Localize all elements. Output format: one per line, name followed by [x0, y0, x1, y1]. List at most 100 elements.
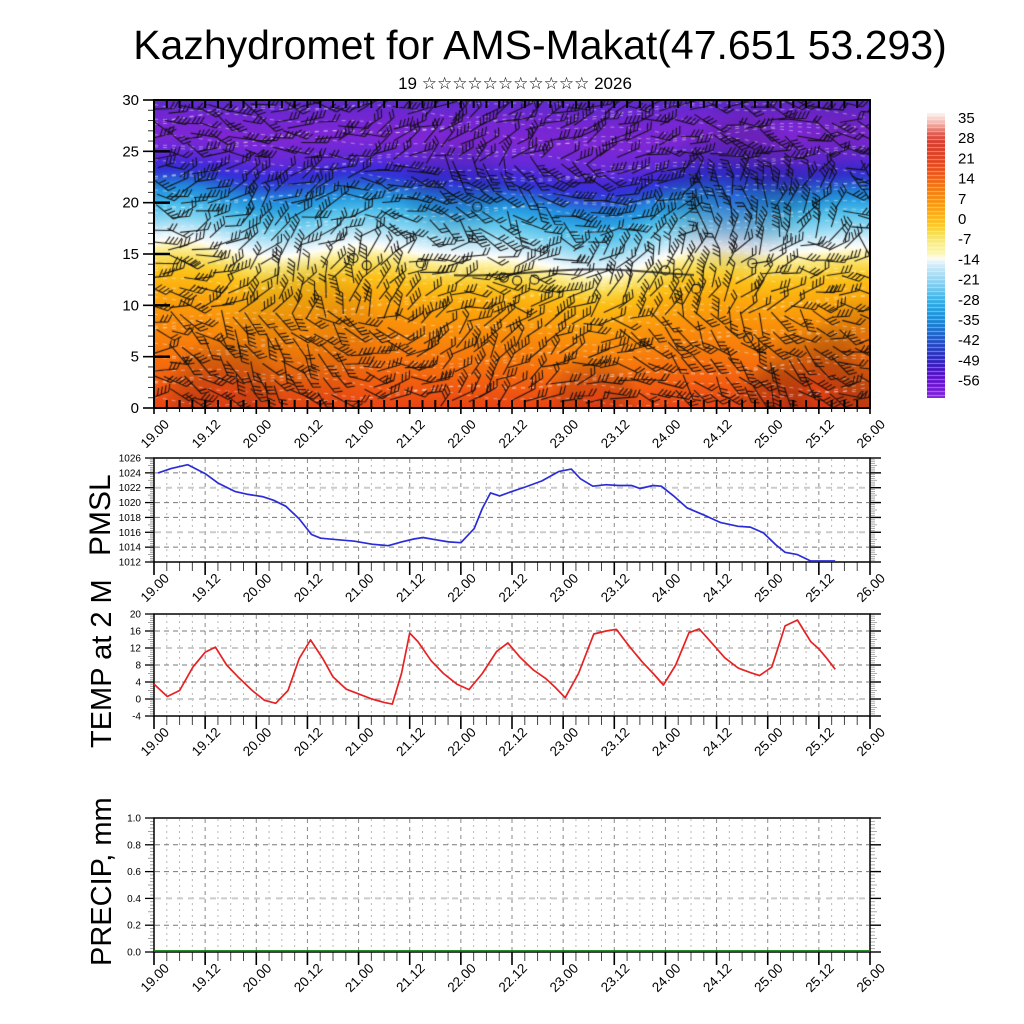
pmsl-axis-title: PMSL: [84, 474, 117, 556]
svg-text:21.00: 21.00: [342, 417, 377, 452]
svg-text:21: 21: [958, 150, 975, 167]
svg-text:25: 25: [122, 143, 139, 160]
svg-text:8: 8: [135, 661, 141, 672]
svg-text:20.00: 20.00: [240, 961, 275, 996]
precip-axis-title: PRECIP, mm: [86, 797, 118, 966]
svg-text:1016: 1016: [119, 528, 142, 539]
svg-text:35: 35: [958, 110, 975, 127]
svg-text:24.12: 24.12: [700, 725, 735, 760]
svg-text:20.12: 20.12: [291, 961, 326, 996]
svg-text:-56: -56: [958, 373, 980, 390]
svg-text:1020: 1020: [119, 498, 142, 509]
svg-text:20.12: 20.12: [291, 725, 326, 760]
svg-text:-21: -21: [958, 272, 980, 289]
svg-text:0.2: 0.2: [127, 921, 141, 932]
svg-text:24.12: 24.12: [700, 417, 735, 452]
svg-text:21.12: 21.12: [393, 725, 428, 760]
svg-text:19.12: 19.12: [189, 571, 224, 606]
svg-text:0.4: 0.4: [127, 894, 141, 905]
svg-text:-4: -4: [132, 712, 141, 723]
svg-text:24.12: 24.12: [700, 961, 735, 996]
svg-text:21.12: 21.12: [393, 571, 428, 606]
svg-text:20.12: 20.12: [291, 571, 326, 606]
temp2m-series-line: [153, 619, 836, 705]
svg-text:22.12: 22.12: [496, 725, 531, 760]
svg-text:25.00: 25.00: [751, 417, 786, 452]
svg-text:15: 15: [122, 246, 139, 263]
svg-text:26.00: 26.00: [854, 725, 889, 760]
svg-text:0.8: 0.8: [127, 840, 141, 851]
svg-text:-42: -42: [958, 332, 980, 349]
svg-text:23.00: 23.00: [547, 571, 582, 606]
page-title: Kazhydromet for AMS-Makat(47.651 53.293): [133, 22, 947, 68]
svg-text:21.12: 21.12: [393, 961, 428, 996]
svg-text:22.00: 22.00: [444, 417, 479, 452]
svg-text:26.00: 26.00: [854, 571, 889, 606]
svg-text:1014: 1014: [119, 543, 142, 554]
svg-text:21.12: 21.12: [393, 417, 428, 452]
svg-text:-14: -14: [958, 251, 980, 268]
svg-text:20.12: 20.12: [291, 417, 326, 452]
svg-text:1026: 1026: [119, 454, 142, 465]
svg-text:30: 30: [122, 92, 139, 109]
temperature-colorbar: [927, 113, 945, 398]
svg-text:19.00: 19.00: [138, 961, 173, 996]
svg-text:24.12: 24.12: [700, 571, 735, 606]
svg-text:25.00: 25.00: [751, 725, 786, 760]
svg-text:25.12: 25.12: [802, 571, 837, 606]
svg-text:19.12: 19.12: [189, 725, 224, 760]
svg-text:23.00: 23.00: [547, 725, 582, 760]
svg-text:20: 20: [130, 610, 142, 621]
svg-text:20.00: 20.00: [240, 417, 275, 452]
svg-text:20.00: 20.00: [240, 571, 275, 606]
svg-text:19.00: 19.00: [138, 417, 173, 452]
svg-text:19.00: 19.00: [138, 571, 173, 606]
svg-text:-7: -7: [958, 231, 971, 248]
wind-cross-section-field: [154, 100, 870, 408]
svg-text:19.12: 19.12: [189, 417, 224, 452]
svg-text:-35: -35: [958, 312, 980, 329]
svg-text:0: 0: [135, 695, 141, 706]
svg-text:25.12: 25.12: [802, 961, 837, 996]
svg-text:21.00: 21.00: [342, 725, 377, 760]
svg-text:23.12: 23.12: [598, 725, 633, 760]
svg-text:22.00: 22.00: [444, 961, 479, 996]
svg-text:24.00: 24.00: [649, 417, 684, 452]
page-subtitle: 19 ☆☆☆☆☆☆☆☆☆☆☆ 2026: [398, 74, 632, 93]
svg-text:5: 5: [131, 349, 139, 366]
svg-text:23.12: 23.12: [598, 961, 633, 996]
svg-text:25.00: 25.00: [751, 571, 786, 606]
svg-text:23.12: 23.12: [598, 571, 633, 606]
svg-text:19.12: 19.12: [189, 961, 224, 996]
svg-text:0: 0: [131, 400, 139, 417]
svg-text:1012: 1012: [119, 558, 142, 569]
svg-text:22.00: 22.00: [444, 571, 479, 606]
svg-text:25.12: 25.12: [802, 725, 837, 760]
svg-text:22.00: 22.00: [444, 725, 479, 760]
svg-text:12: 12: [130, 644, 142, 655]
svg-text:23.12: 23.12: [598, 417, 633, 452]
svg-text:22.12: 22.12: [496, 961, 531, 996]
svg-text:0.6: 0.6: [127, 867, 141, 878]
svg-text:22.12: 22.12: [496, 571, 531, 606]
svg-text:25.00: 25.00: [751, 961, 786, 996]
svg-text:0.0: 0.0: [127, 948, 141, 959]
svg-text:24.00: 24.00: [649, 961, 684, 996]
svg-text:26.00: 26.00: [854, 961, 889, 996]
svg-text:25.12: 25.12: [802, 417, 837, 452]
svg-text:22.12: 22.12: [496, 417, 531, 452]
svg-text:24.00: 24.00: [649, 725, 684, 760]
svg-text:16: 16: [130, 627, 142, 638]
svg-text:1018: 1018: [119, 513, 142, 524]
svg-text:21.00: 21.00: [342, 961, 377, 996]
pmsl-series-line: [157, 463, 836, 562]
svg-text:19.00: 19.00: [138, 725, 173, 760]
svg-text:20.00: 20.00: [240, 725, 275, 760]
svg-text:23.00: 23.00: [547, 417, 582, 452]
svg-text:26.00: 26.00: [854, 417, 889, 452]
svg-text:0: 0: [958, 211, 966, 228]
svg-text:24.00: 24.00: [649, 571, 684, 606]
svg-text:-28: -28: [958, 292, 980, 309]
